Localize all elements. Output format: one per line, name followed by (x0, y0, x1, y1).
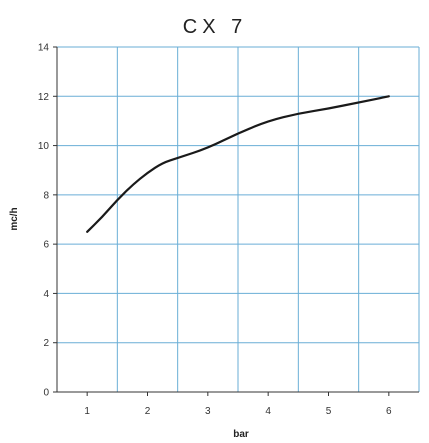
y-tick-label: 12 (38, 92, 50, 103)
series-line (86, 95, 390, 233)
y-tick-label: 2 (43, 338, 49, 349)
x-tick-label: 1 (84, 406, 90, 417)
x-tick-label: 6 (386, 406, 392, 417)
y-tick-label: 14 (38, 43, 50, 54)
x-tick-label: 2 (145, 406, 151, 417)
y-tick-label: 8 (43, 190, 49, 201)
grid (56, 46, 420, 392)
axes (53, 46, 419, 396)
y-tick-label: 6 (43, 240, 49, 251)
y-tick-label: 0 (43, 388, 49, 399)
data-series (86, 95, 390, 233)
x-axis-label: bar (233, 429, 249, 440)
y-axis-label: mc/h (9, 207, 20, 230)
x-tick-label: 5 (326, 406, 332, 417)
chart-title: CX 7 (183, 16, 247, 38)
y-tick-label: 10 (38, 141, 50, 152)
y-tick-label: 4 (43, 289, 49, 300)
x-tick-label: 3 (205, 406, 211, 417)
x-tick-label: 4 (265, 406, 271, 417)
